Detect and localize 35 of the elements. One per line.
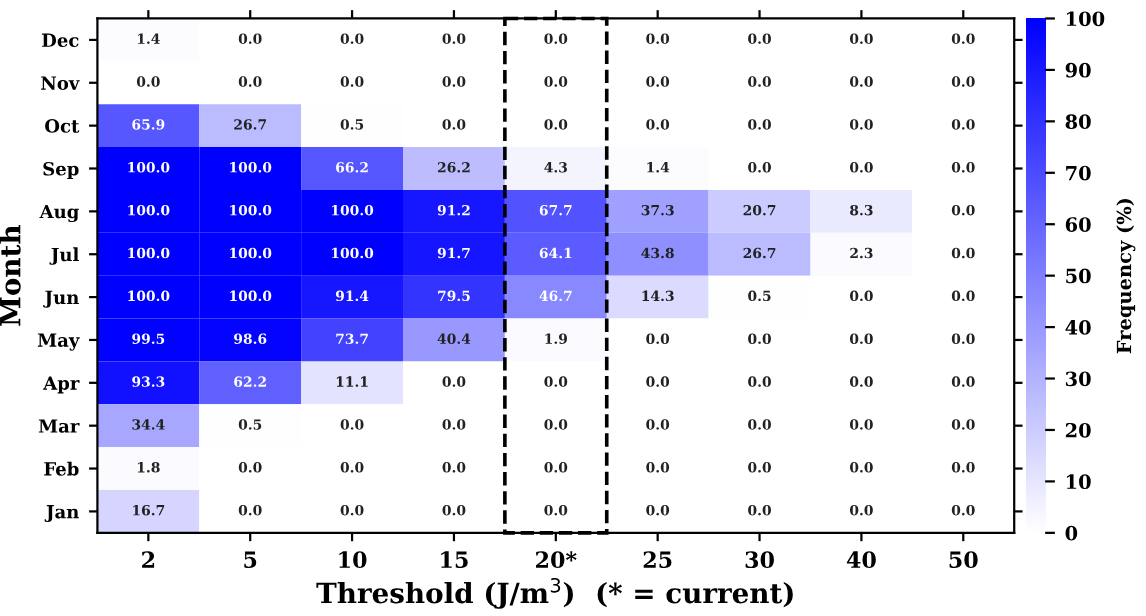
color-bar-label: 60 [1065,217,1091,232]
color-bar-label: 40 [1065,320,1091,335]
color-bar-label: 20 [1065,422,1091,438]
y-tick-label: Feb [44,461,79,476]
x-tick-label: 50 [949,551,978,569]
y-tick-label: May [37,333,80,351]
color-bar-label: 100 [1066,11,1105,27]
color-bar-label: 0 [1065,525,1078,541]
color-bar-label: 80 [1065,114,1091,130]
color-bar-label: 30 [1065,371,1091,387]
y-axis-title: Month [0,225,21,326]
x-tick-label: 10 [339,551,367,569]
y-tick-label: Jun [43,290,79,308]
x-tick-label: 30 [745,551,774,569]
y-tick-label: Dec [42,33,79,48]
y-tick-label: Sep [43,161,79,180]
x-tick-label: 20* [536,551,577,569]
y-tick-label: Oct [45,119,80,133]
color-bar-label: 10 [1066,474,1091,490]
y-tick-label: Aug [39,204,79,223]
color-bar-label: 50 [1066,268,1091,284]
x-tick-label: 2 [142,551,155,568]
color-bar-label: 90 [1065,62,1091,78]
color-bar-title: Frequency (%) [1116,198,1136,354]
y-tick-label: Jul [49,247,79,265]
x-tick-label: 5 [244,551,257,569]
color-bar-label: 70 [1066,165,1091,181]
x-tick-label: 15 [441,551,468,569]
x-tick-label: 25 [643,551,672,569]
x-axis-title: Threshold (J/m$^{3}$) (* = current) [316,577,793,609]
y-tick-label: Nov [41,76,80,90]
y-tick-label: Mar [38,419,80,433]
y-tick-label: Jan [44,505,79,523]
x-tick-label: 40 [846,551,876,569]
y-tick-label: Apr [43,376,80,394]
